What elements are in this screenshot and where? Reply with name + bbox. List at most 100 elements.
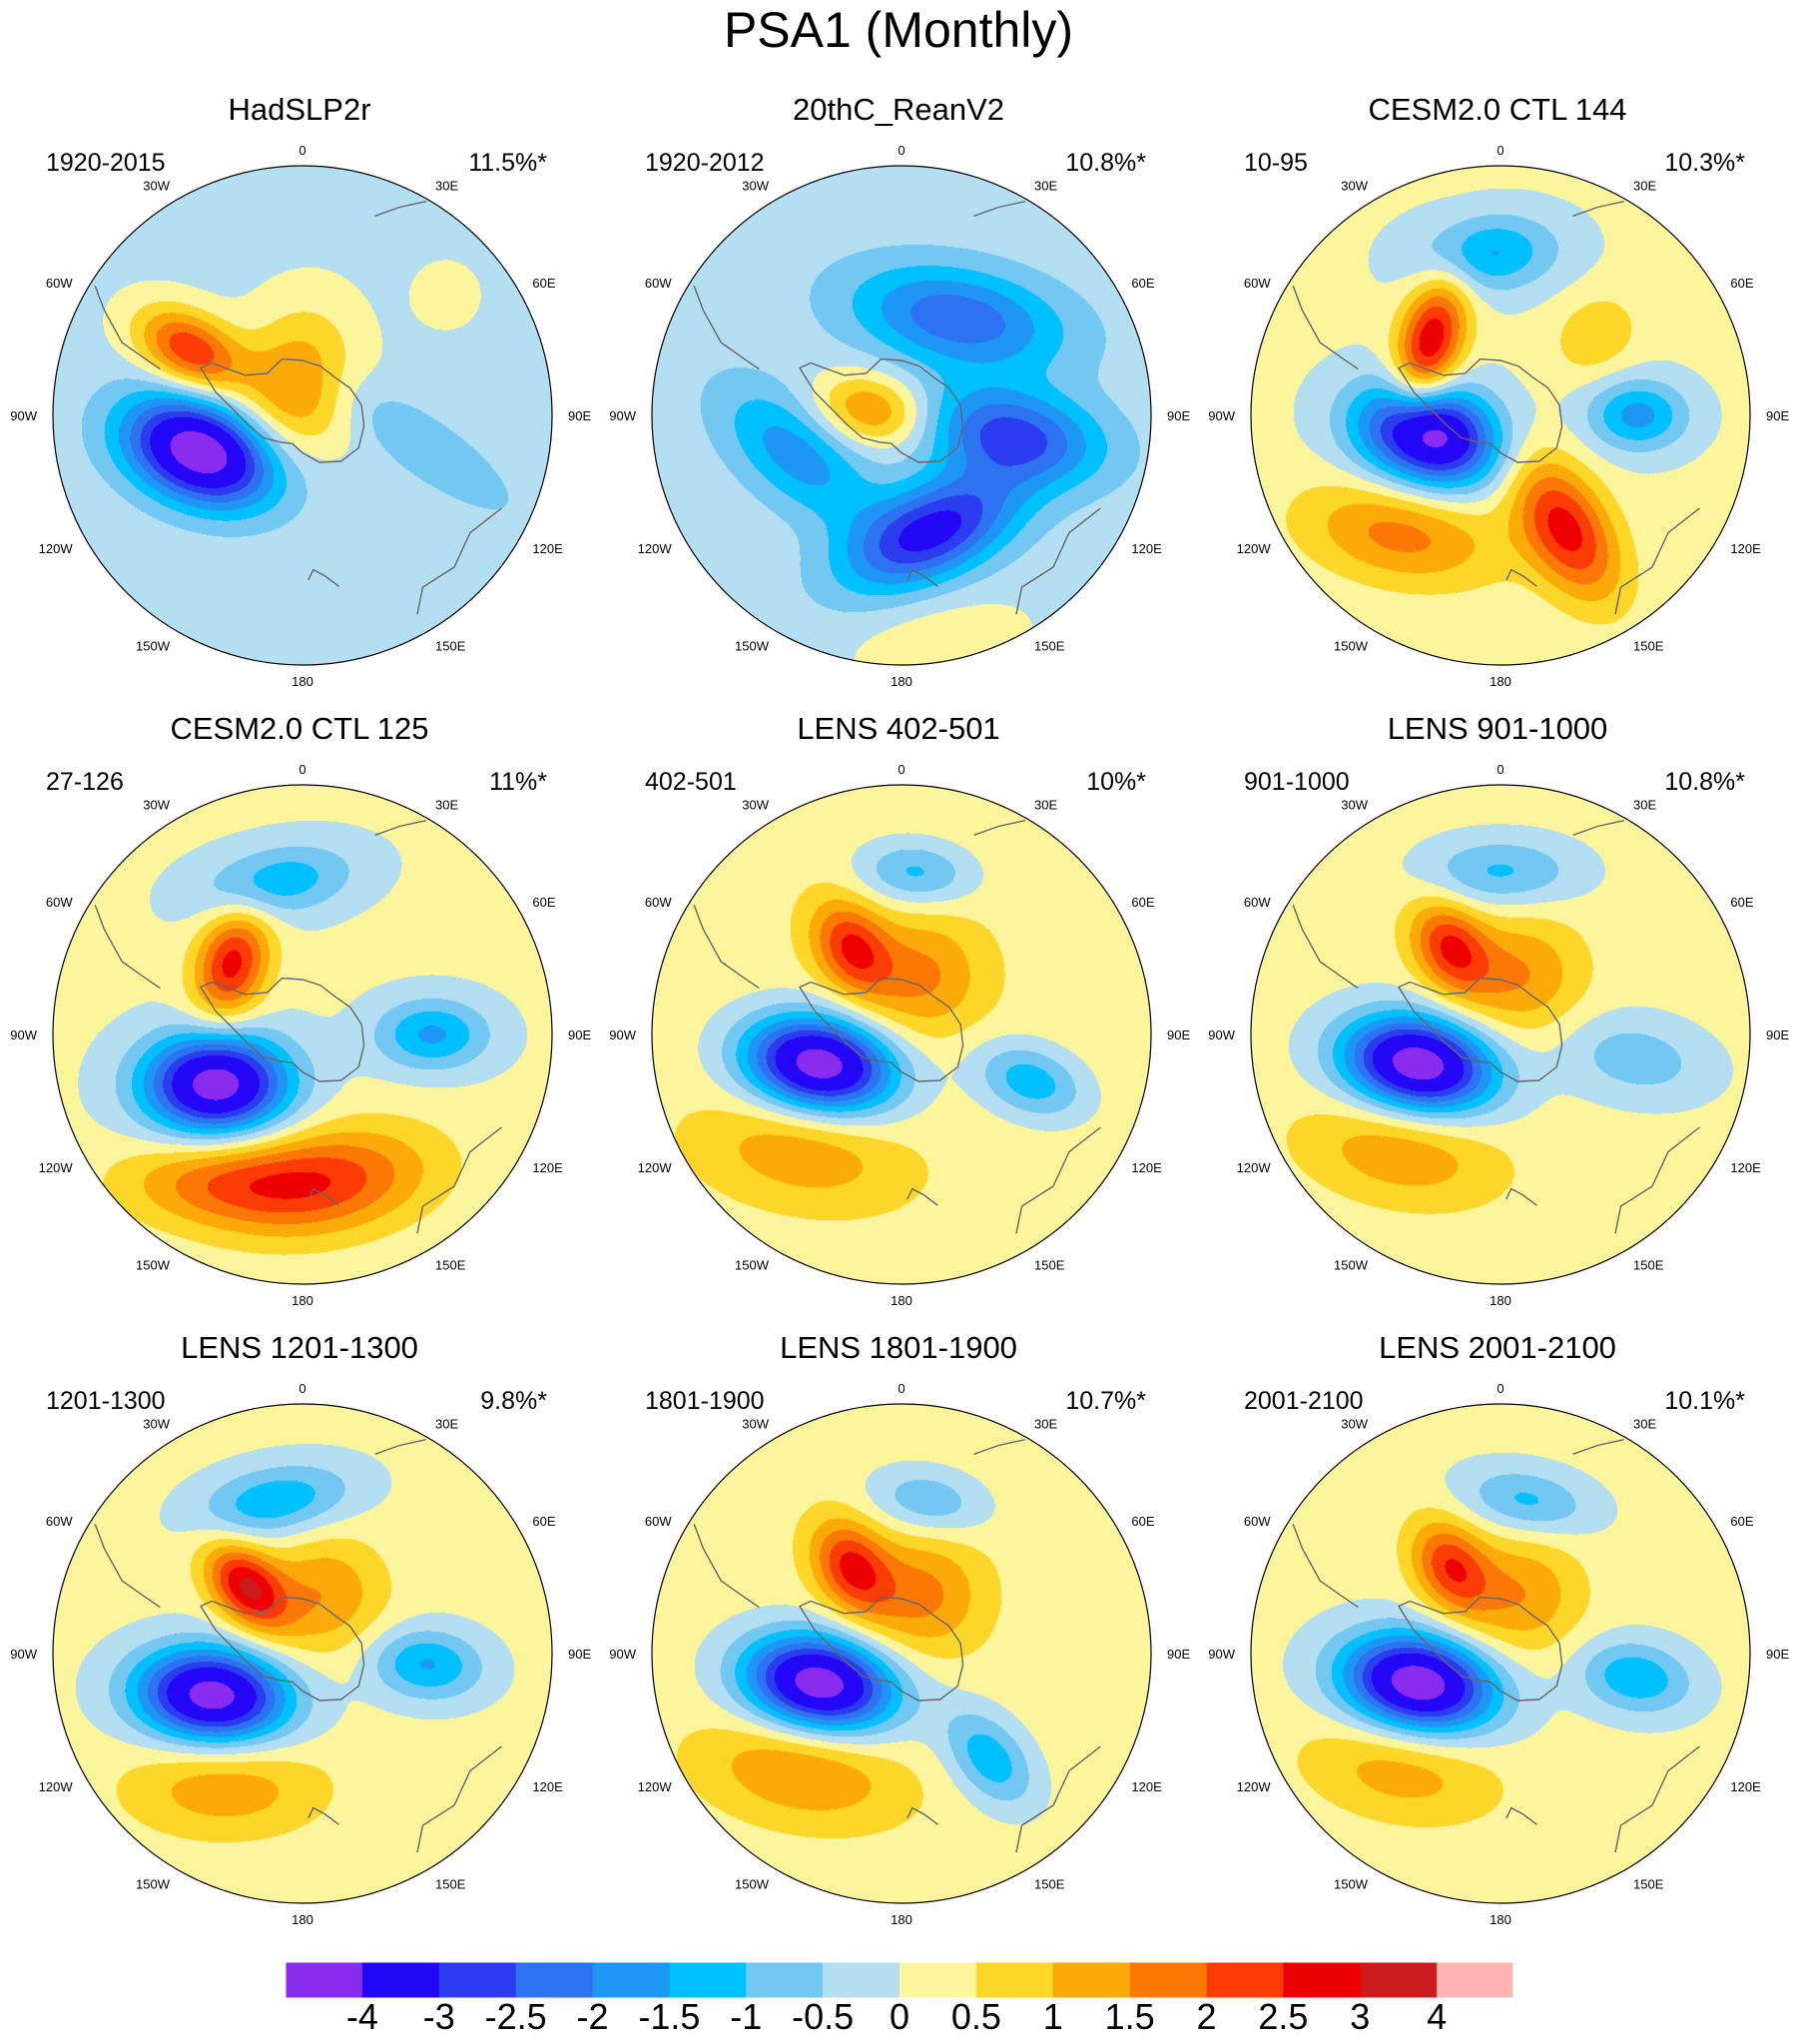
map-boundary (52, 784, 553, 1285)
longitude-label: 90W (609, 408, 636, 423)
figure-title: PSA1 (Monthly) (723, 2, 1074, 58)
longitude-label: 120W (39, 541, 74, 556)
longitude-label: 90W (10, 1647, 37, 1662)
longitude-label: 90W (609, 1647, 636, 1662)
coastline-australia (1015, 507, 1101, 615)
coastline-australia (1614, 1745, 1700, 1853)
longitude-label: 150E (1633, 1257, 1664, 1272)
pattern-field (652, 1404, 1151, 1903)
coastline-australia (1614, 507, 1700, 615)
panel-title: LENS 2001-2100 (1379, 1330, 1616, 1365)
longitude-label: 0 (299, 762, 305, 777)
coastline-antarctica (798, 357, 964, 463)
longitude-label: 30W (742, 1417, 769, 1432)
colorbar-tick-label: -4 (345, 1996, 378, 2037)
longitude-label: 60W (1244, 1514, 1271, 1529)
coastline-new-zealand (307, 568, 339, 587)
coastline-africa (374, 1439, 426, 1455)
coastline-south-america (1292, 285, 1359, 370)
coastline-antarctica (199, 1596, 365, 1702)
longitude-label: 180 (891, 1912, 912, 1927)
coastline-south-america (1292, 1523, 1359, 1609)
panel-title: CESM2.0 CTL 144 (1368, 92, 1627, 127)
longitude-label: 120W (638, 1779, 673, 1794)
colorbar-tick-label: 1 (1042, 1996, 1063, 2037)
longitude-label: 90E (1167, 1647, 1190, 1662)
longitude-label: 90E (1167, 408, 1190, 423)
longitude-label: 30W (1341, 1417, 1368, 1432)
colorbar-tick-label: -1.5 (638, 1996, 701, 2037)
longitude-label: 30W (1341, 798, 1368, 813)
panel-title: LENS 901-1000 (1387, 711, 1608, 746)
longitude-label: 30E (1034, 1417, 1057, 1432)
colorbar-swatch (1129, 1962, 1208, 1998)
longitude-label: 90W (10, 408, 37, 423)
longitude-label: 60E (1131, 895, 1154, 910)
colorbar-tick-label: 0.5 (950, 1996, 1001, 2037)
coastline-africa (374, 820, 426, 836)
longitude-label: 90E (1167, 1027, 1190, 1042)
colorbar-swatch (1437, 1962, 1513, 1998)
coastline-new-zealand (307, 1187, 339, 1206)
longitude-label: 90E (1766, 1027, 1789, 1042)
longitude-label: 120W (638, 1160, 673, 1175)
longitude-label: 150W (1334, 1876, 1369, 1891)
longitude-label: 30W (143, 1417, 170, 1432)
map-panel: CESM2.0 CTL 144 10-95 10.3%* 0 30E 60E 90E 120E… (1198, 0, 1797, 689)
map-boundary (651, 1403, 1152, 1904)
longitude-label: 60E (532, 895, 555, 910)
map-overlay: 0 30E 60E 90E 120E 150E 180 150W 120W 90W 60W 30W (609, 143, 1190, 689)
longitude-label: 120E (532, 1160, 563, 1175)
longitude-label: 30E (1034, 179, 1057, 194)
pattern-field (652, 785, 1151, 1284)
longitude-label: 30E (1633, 798, 1656, 813)
colorbar-swatch (438, 1962, 517, 1998)
panel-title: LENS 1801-1900 (780, 1330, 1017, 1365)
longitude-label: 30W (1341, 179, 1368, 194)
coastline-south-america (1292, 904, 1359, 990)
coastline-australia (416, 507, 502, 615)
coastline-south-america (94, 285, 161, 370)
coastline-antarctica (798, 1596, 964, 1702)
map-overlay: 0 30E 60E 90E 120E 150E 180 150W 120W 90W 60W 30W (10, 143, 591, 689)
longitude-label: 30E (435, 179, 458, 194)
panel-title: CESM2.0 CTL 125 (170, 711, 429, 746)
coastline-antarctica (199, 357, 365, 463)
longitude-label: 90W (609, 1027, 636, 1042)
longitude-label: 150W (136, 638, 171, 653)
coastline-antarctica (199, 977, 365, 1082)
pattern-field (1251, 1404, 1750, 1903)
panel-title: LENS 1201-1300 (181, 1330, 418, 1365)
longitude-label: 30E (435, 1417, 458, 1432)
longitude-label: 150E (1633, 1876, 1664, 1891)
coastline-new-zealand (906, 568, 938, 587)
longitude-label: 150E (1034, 1257, 1065, 1272)
longitude-label: 120E (1131, 1779, 1162, 1794)
longitude-label: 0 (898, 143, 904, 158)
map-overlay: 0 30E 60E 90E 120E 150E 180 150W 120W 90W 60W 30W (10, 762, 591, 1308)
map-overlay: 0 30E 60E 90E 120E 150E 180 150W 120W 90W 60W 30W (609, 762, 1190, 1308)
longitude-label: 120W (1237, 541, 1272, 556)
map-panel: LENS 1801-1900 1801-1900 10.7%* 0 30E 60E 90E 1… (599, 1238, 1198, 1927)
longitude-label: 0 (898, 1381, 904, 1396)
longitude-label: 30W (742, 798, 769, 813)
longitude-label: 150E (1034, 1876, 1065, 1891)
map-boundary (651, 165, 1152, 666)
longitude-label: 120E (1730, 1779, 1761, 1794)
map-overlay: 0 30E 60E 90E 120E 150E 180 150W 120W 90W 60W 30W (609, 1381, 1190, 1927)
longitude-label: 120E (532, 1779, 563, 1794)
coastline-antarctica (798, 977, 964, 1082)
longitude-label: 120E (1730, 541, 1761, 556)
colorbar-tick-label: -1 (730, 1996, 763, 2037)
longitude-label: 0 (898, 762, 904, 777)
longitude-label: 120W (638, 541, 673, 556)
map-overlay: 0 30E 60E 90E 120E 150E 180 150W 120W 90W 60W 30W (1208, 762, 1789, 1308)
pattern-field (53, 1404, 552, 1903)
longitude-label: 90W (1208, 1647, 1235, 1662)
longitude-label: 0 (1497, 762, 1503, 777)
coastline-south-america (94, 904, 161, 990)
map-panel: LENS 2001-2100 2001-2100 10.1%* 0 30E 60E 90E 1… (1198, 1238, 1797, 1927)
longitude-label: 150W (1334, 638, 1369, 653)
map-panel: LENS 402-501 402-501 10%* 0 30E 60E 90E 120E 150… (599, 619, 1198, 1308)
longitude-label: 30E (435, 798, 458, 813)
